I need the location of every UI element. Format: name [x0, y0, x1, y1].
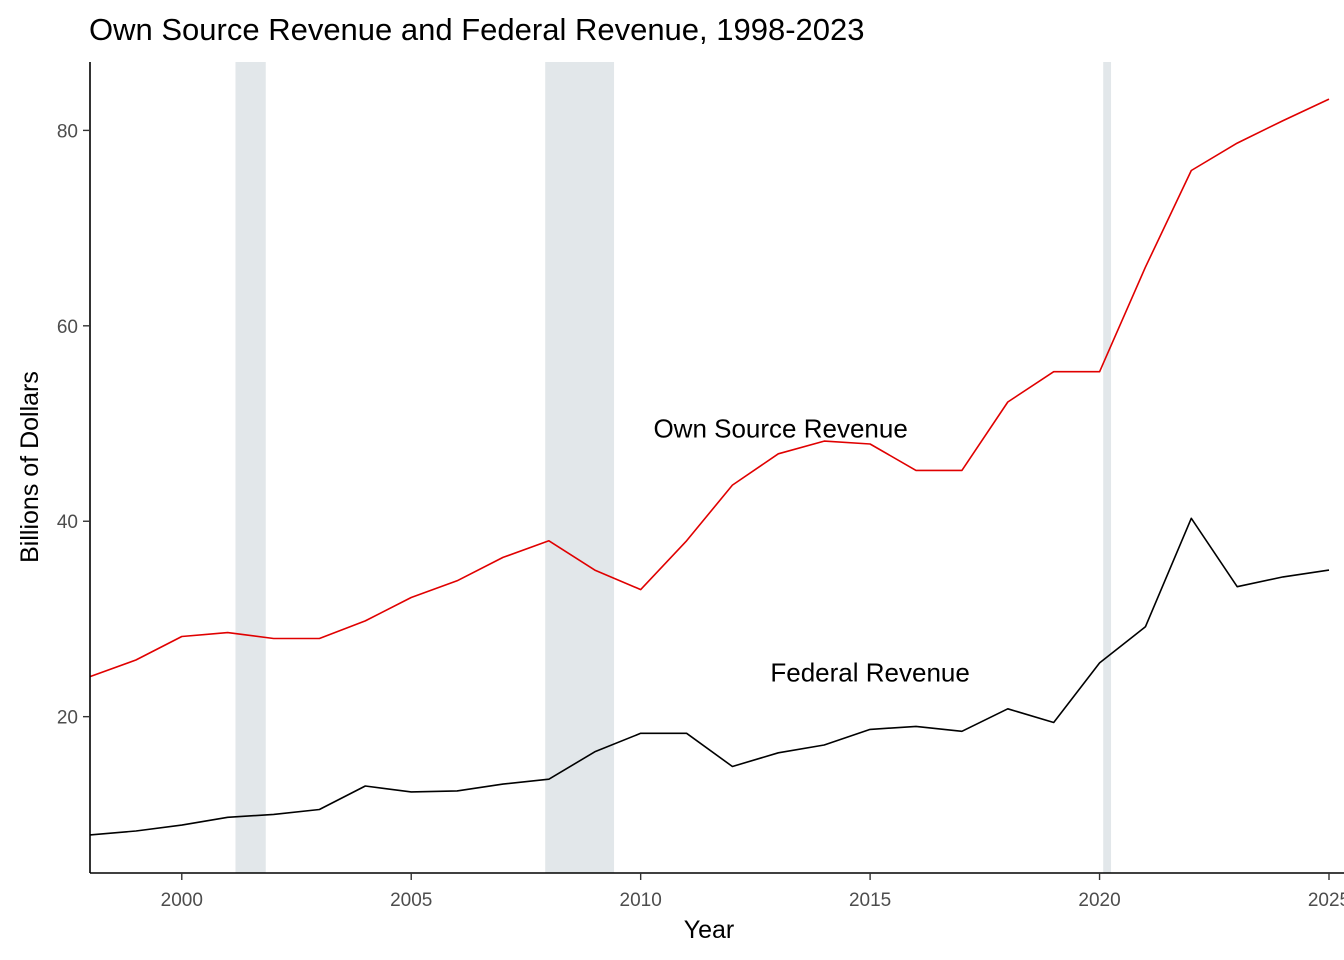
y-axis-title: Billions of Dollars: [16, 371, 44, 563]
recession-band-2: [545, 62, 615, 873]
series-lines: [89, 98, 1330, 836]
y-tick-label: 40: [57, 512, 78, 533]
x-tick-label: 2015: [849, 890, 891, 911]
chart-title: Own Source Revenue and Federal Revenue, …: [89, 12, 865, 47]
own-source-revenue-line: [89, 98, 1330, 678]
own-source-revenue-label: Own Source Revenue: [653, 413, 907, 443]
axis-ticks: 2000 2005 2010 2015 2020 2025 20 40 60 80: [57, 121, 1344, 911]
x-tick-label: 2025: [1308, 890, 1344, 911]
x-tick-label: 2010: [620, 890, 662, 911]
recession-band-1: [235, 62, 266, 873]
federal-revenue-label: Federal Revenue: [770, 658, 969, 688]
federal-revenue-line: [89, 517, 1330, 836]
y-tick-label: 60: [57, 317, 78, 338]
x-axis-title: Year: [684, 916, 735, 944]
x-tick-label: 2020: [1078, 890, 1120, 911]
recession-band-3: [1103, 62, 1112, 873]
x-tick-label: 2000: [161, 890, 203, 911]
x-tick-label: 2005: [390, 890, 432, 911]
line-annotations: Own Source Revenue Federal Revenue: [653, 413, 969, 687]
y-tick-label: 80: [57, 121, 78, 142]
y-tick-label: 20: [57, 708, 78, 729]
recession-shading: [235, 62, 1112, 873]
